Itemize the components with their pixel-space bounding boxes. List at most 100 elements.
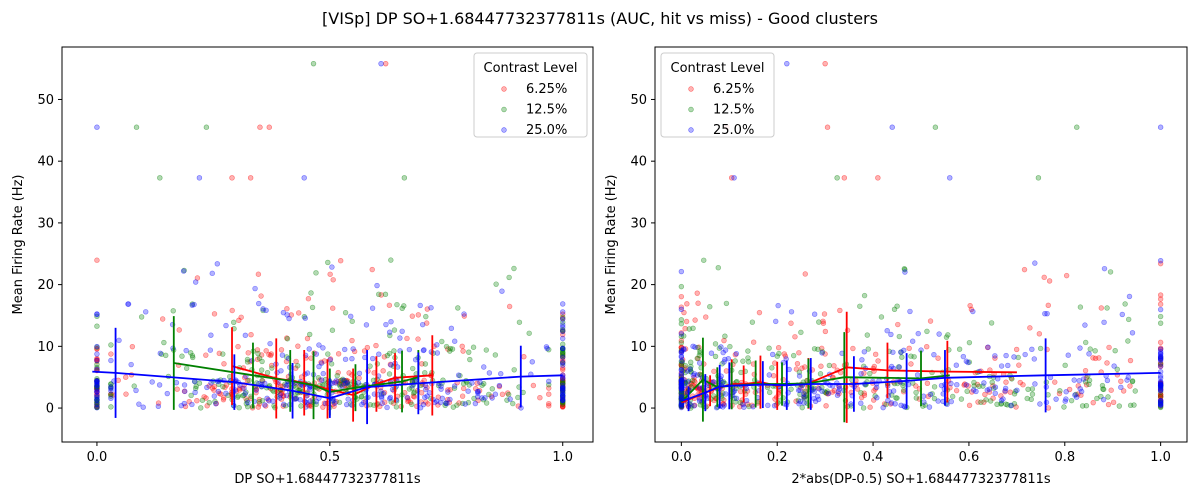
scatter-point: [741, 404, 747, 410]
scatter-point: [406, 346, 413, 353]
scatter-point: [678, 379, 685, 386]
scatter-point: [123, 391, 129, 397]
scatter-point: [998, 397, 1005, 404]
scatter-point: [1119, 311, 1125, 318]
scatter-point: [1077, 386, 1083, 392]
scatter-point: [1002, 388, 1008, 394]
outlier-point: [196, 175, 203, 181]
scatter-point: [678, 394, 685, 400]
scatter-point: [341, 382, 348, 388]
scatter-point: [189, 302, 195, 308]
scatter-point: [927, 318, 934, 324]
scatter-point: [388, 257, 394, 263]
scatter-point: [222, 384, 228, 391]
scatter-point: [1157, 383, 1164, 390]
scatter-point: [703, 314, 709, 320]
scatter-point: [465, 388, 471, 394]
scatter-point: [334, 372, 340, 379]
scatter-point: [678, 390, 685, 396]
scatter-point: [678, 381, 685, 387]
scatter-point: [688, 359, 694, 365]
scatter-point: [965, 359, 971, 366]
scatter-point: [1007, 389, 1014, 395]
scatter-point: [295, 363, 301, 369]
scatter-point: [399, 328, 405, 334]
scatter-point: [1157, 384, 1164, 390]
scatter-point: [708, 350, 715, 356]
scatter-point: [560, 375, 566, 382]
scatter-point: [482, 395, 488, 401]
scatter-point: [682, 369, 688, 376]
scatter-point: [164, 390, 170, 397]
scatter-point: [1011, 354, 1017, 360]
scatter-point: [712, 353, 719, 360]
scatter-point: [733, 395, 740, 401]
scatter-point: [410, 390, 417, 396]
scatter-point: [560, 385, 566, 392]
scatter-point: [861, 349, 868, 355]
scatter-point: [690, 372, 697, 379]
scatter-point: [678, 392, 685, 398]
scatter-point: [236, 385, 243, 391]
scatter-point: [935, 398, 941, 404]
legend-box: [660, 52, 775, 138]
scatter-point: [252, 285, 258, 292]
scatter-point: [976, 383, 982, 390]
scatter-point: [1104, 305, 1110, 311]
figure-title: [VISp] DP SO+1.68447732377811s (AUC, hit…: [322, 9, 878, 28]
scatter-point: [220, 383, 226, 390]
scatter-point: [679, 404, 685, 410]
scatter-point: [1045, 405, 1052, 411]
scatter-point: [378, 393, 385, 400]
scatter-point: [240, 393, 246, 399]
scatter-point: [801, 394, 807, 400]
scatter-point: [243, 389, 249, 395]
scatter-point: [943, 334, 950, 340]
scatter-point: [189, 301, 196, 307]
scatter-point: [821, 311, 828, 317]
scatter-point: [1079, 403, 1086, 409]
scatter-point: [1157, 401, 1164, 407]
scatter-point: [423, 313, 429, 320]
scatter-point: [850, 345, 856, 352]
scatter-point: [418, 390, 425, 396]
scatter-point: [1008, 403, 1014, 409]
scatter-point: [329, 264, 335, 270]
scatter-point: [1157, 382, 1164, 389]
scatter-point: [180, 268, 187, 274]
scatter-point: [894, 303, 900, 309]
scatter-point: [975, 399, 981, 405]
scatter-point: [721, 359, 727, 365]
scatter-point: [560, 394, 566, 401]
scatter-point: [560, 403, 566, 410]
scatter-point: [108, 357, 114, 364]
scatter-point: [819, 350, 825, 356]
scatter-point: [684, 368, 691, 374]
x-axis-label: DP SO+1.68447732377811s: [234, 472, 421, 487]
scatter-point: [317, 377, 323, 383]
scatter-point: [890, 349, 896, 355]
scatter-point: [476, 387, 483, 394]
scatter-point: [970, 308, 976, 315]
scatter-point: [348, 313, 354, 320]
scatter-point: [1052, 379, 1058, 385]
scatter-point: [472, 400, 479, 407]
scatter-point: [1015, 354, 1021, 361]
scatter-point: [438, 386, 444, 392]
scatter-point: [94, 356, 100, 363]
scatter-point: [255, 350, 261, 357]
scatter-point: [678, 378, 685, 384]
scatter-point: [94, 397, 100, 403]
y-axis: 0 10 20 30 40 50: [630, 93, 655, 417]
scatter-point: [356, 375, 362, 381]
scatter-point: [1157, 360, 1164, 366]
scatter-point: [1157, 393, 1164, 400]
scatter-point: [94, 401, 100, 408]
scatter-point: [678, 306, 685, 313]
scatter-point: [94, 383, 100, 390]
scatter-point: [1157, 385, 1164, 391]
scatter-point: [284, 306, 290, 312]
scatter-point: [896, 364, 903, 370]
scatter-point: [864, 332, 870, 338]
scatter-point: [1157, 382, 1164, 389]
